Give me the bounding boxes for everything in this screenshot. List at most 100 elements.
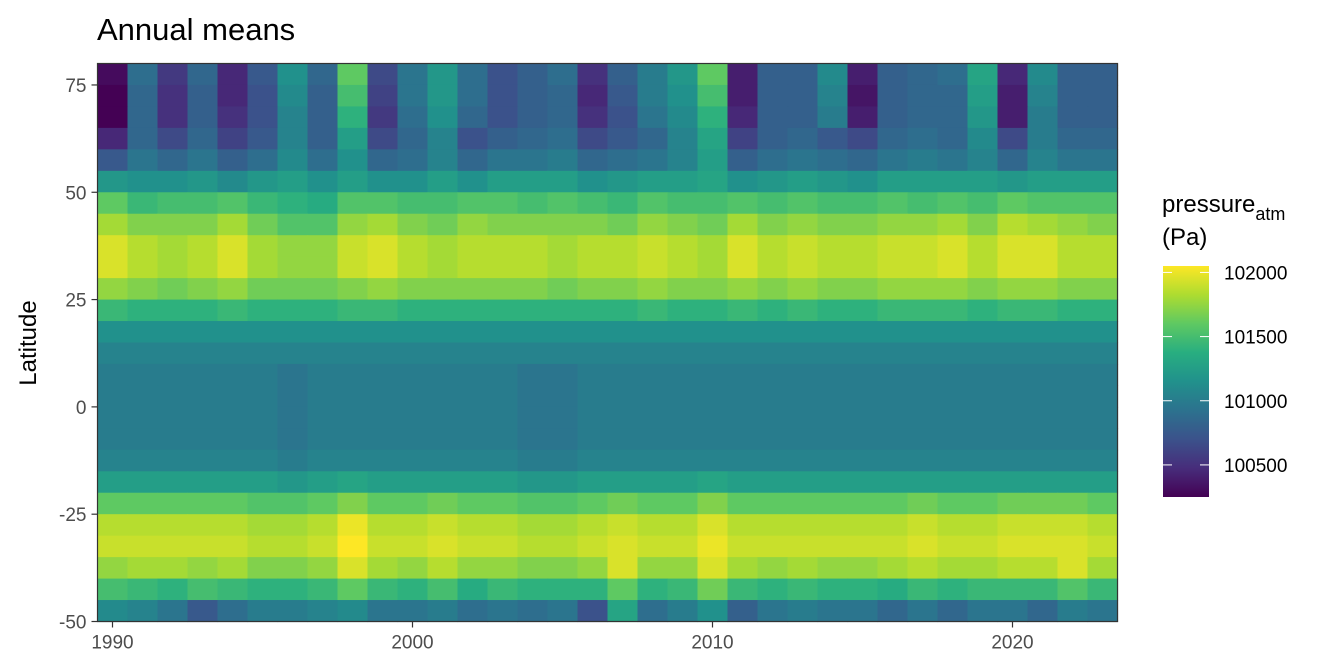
heatmap-cell xyxy=(457,471,489,494)
heatmap-cell xyxy=(127,256,159,279)
heatmap-cell xyxy=(997,363,1029,387)
heatmap-cell xyxy=(667,578,699,601)
heatmap-cell xyxy=(997,578,1029,601)
heatmap-cell xyxy=(877,299,909,322)
heatmap-cell xyxy=(247,578,279,601)
heatmap-cell xyxy=(1057,557,1089,580)
heatmap-cell xyxy=(217,256,249,279)
heatmap-cell xyxy=(247,363,279,387)
heatmap-cell xyxy=(667,149,699,172)
heatmap-cell xyxy=(487,170,519,193)
heatmap-cell xyxy=(577,170,609,193)
heatmap-cell xyxy=(337,149,369,172)
heatmap-cell xyxy=(307,428,339,451)
heatmap-cell xyxy=(247,535,279,558)
heatmap-cell xyxy=(937,106,969,129)
heatmap-cell xyxy=(217,385,249,408)
heatmap-cell xyxy=(697,363,729,387)
heatmap-cell xyxy=(907,428,939,451)
heatmap-cell xyxy=(307,127,339,150)
heatmap-cell xyxy=(277,235,309,258)
heatmap-cell xyxy=(997,535,1029,558)
heatmap-cell xyxy=(697,84,729,108)
heatmap-cell xyxy=(1087,278,1119,301)
heatmap-cell xyxy=(397,363,429,387)
heatmap-cell xyxy=(367,149,399,172)
heatmap-cell xyxy=(1087,192,1119,215)
heatmap-cell xyxy=(427,342,459,365)
heatmap-cell xyxy=(397,149,429,172)
heatmap-cell xyxy=(307,278,339,301)
heatmap-cell xyxy=(1057,385,1089,408)
heatmap-cell xyxy=(277,278,309,301)
heatmap-cell xyxy=(847,256,879,279)
heatmap-cell xyxy=(757,600,789,623)
heatmap-cell xyxy=(697,449,729,472)
heatmap-cell xyxy=(367,342,399,365)
heatmap-cell xyxy=(517,557,549,580)
heatmap-cell xyxy=(1087,63,1119,86)
heatmap-cell xyxy=(397,406,429,429)
heatmap-cell xyxy=(277,213,309,236)
heatmap-cell xyxy=(277,578,309,601)
heatmap-cell xyxy=(397,127,429,150)
heatmap-cell xyxy=(997,278,1029,301)
heatmap-cell xyxy=(487,385,519,408)
heatmap-cell xyxy=(877,514,909,537)
heatmap-cell xyxy=(1087,342,1119,365)
heatmap-cell xyxy=(877,557,909,580)
heatmap-cell xyxy=(817,385,849,408)
heatmap-cell xyxy=(727,557,759,580)
heatmap-cell xyxy=(247,278,279,301)
heatmap-cell xyxy=(367,106,399,129)
heatmap-cell xyxy=(667,492,699,515)
heatmap-cell xyxy=(517,363,549,387)
heatmap-cell xyxy=(997,299,1029,322)
heatmap-cell xyxy=(547,84,579,108)
heatmap-cell xyxy=(277,492,309,515)
heatmap-cell xyxy=(997,192,1029,215)
heatmap-cell xyxy=(877,84,909,108)
heatmap-cell xyxy=(487,127,519,150)
heatmap-cell xyxy=(127,471,159,494)
heatmap-cell xyxy=(157,449,189,472)
y-tick-label: 0 xyxy=(76,398,87,419)
heatmap-cell xyxy=(487,342,519,365)
heatmap-cell xyxy=(967,363,999,387)
heatmap-cell xyxy=(397,106,429,129)
heatmap-cell xyxy=(997,256,1029,279)
heatmap-cell xyxy=(487,449,519,472)
heatmap-cell xyxy=(337,106,369,129)
heatmap-cell xyxy=(307,149,339,172)
heatmap-cell xyxy=(397,321,429,344)
heatmap-cell xyxy=(727,299,759,322)
heatmap-cell xyxy=(577,63,609,86)
heatmap-cell xyxy=(457,127,489,150)
heatmap-cell xyxy=(757,492,789,515)
heatmap-cell xyxy=(547,557,579,580)
heatmap-cell xyxy=(787,578,819,601)
heatmap-cell xyxy=(1057,535,1089,558)
heatmap-cell xyxy=(157,385,189,408)
heatmap-cell xyxy=(997,127,1029,150)
heatmap-cell xyxy=(937,278,969,301)
heatmap-cell xyxy=(967,535,999,558)
heatmap-cell xyxy=(937,449,969,472)
heatmap-cell xyxy=(1057,106,1089,129)
heatmap-cell xyxy=(937,428,969,451)
x-tick-label: 2000 xyxy=(391,633,433,654)
heatmap-cell xyxy=(1057,278,1089,301)
heatmap-cell xyxy=(817,514,849,537)
heatmap-cell xyxy=(817,235,849,258)
heatmap-cell xyxy=(367,192,399,215)
heatmap-cell xyxy=(967,557,999,580)
heatmap-cell xyxy=(547,149,579,172)
heatmap-cell xyxy=(127,600,159,623)
heatmap-cell xyxy=(577,428,609,451)
heatmap-cell xyxy=(787,600,819,623)
heatmap-cell xyxy=(427,256,459,279)
heatmap-cell xyxy=(367,428,399,451)
heatmap-cell xyxy=(187,492,219,515)
heatmap-cell xyxy=(367,256,399,279)
heatmap-cell xyxy=(457,170,489,193)
